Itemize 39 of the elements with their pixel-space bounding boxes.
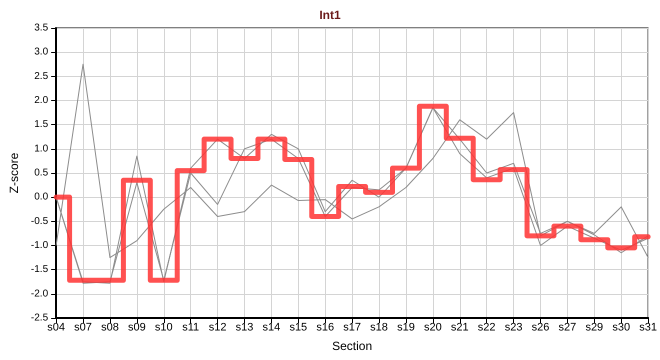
y-tick-label: 2.0	[34, 95, 49, 106]
x-tick-label: s12	[208, 322, 226, 334]
x-tick-label: s26	[532, 322, 550, 334]
y-tick-label: 0.5	[34, 168, 49, 178]
chart-title: Int1	[319, 8, 341, 22]
x-tick-label: s15	[289, 322, 308, 334]
x-tick-label: s21	[450, 322, 469, 334]
y-tick-label: -1.0	[30, 240, 49, 251]
x-tick-label: s17	[343, 322, 362, 334]
x-axis-title: Section	[332, 339, 372, 353]
y-tick-label: -2.0	[30, 288, 49, 300]
x-tick-label: s29	[585, 322, 604, 334]
x-tick-label: s13	[236, 322, 254, 334]
x-tick-label: s19	[397, 322, 415, 334]
x-tick-label: s27	[558, 322, 576, 334]
y-tick-label: 0.0	[34, 192, 49, 203]
x-tick-label: s09	[128, 322, 146, 334]
x-tick-label: s30	[612, 322, 630, 334]
y-tick-label: 3.0	[34, 46, 49, 58]
x-tick-label: s14	[262, 322, 280, 334]
x-tick-label: s31	[639, 322, 658, 334]
x-tick-label: s16	[316, 322, 334, 334]
y-tick-label: 1.0	[34, 143, 49, 154]
y-tick-label: 2.5	[34, 70, 49, 82]
x-tick-label: s08	[101, 322, 119, 334]
x-tick-label: s20	[424, 322, 442, 334]
y-tick-label: -1.5	[30, 264, 49, 276]
y-tick-label: 1.5	[34, 119, 49, 130]
x-tick-label: s07	[74, 322, 92, 334]
y-tick-label: -0.5	[30, 216, 49, 227]
x-tick-label: s11	[182, 322, 200, 334]
y-tick-label: -2.5	[30, 312, 49, 324]
x-tick-label: s18	[370, 322, 388, 334]
x-tick-label: s22	[478, 322, 496, 334]
y-tick-label: 3.5	[34, 22, 49, 34]
x-tick-label: s10	[154, 322, 173, 334]
x-tick-label: s23	[504, 322, 522, 334]
x-tick-label: s04	[47, 322, 66, 334]
y-axis-title: Z-score	[7, 152, 21, 194]
